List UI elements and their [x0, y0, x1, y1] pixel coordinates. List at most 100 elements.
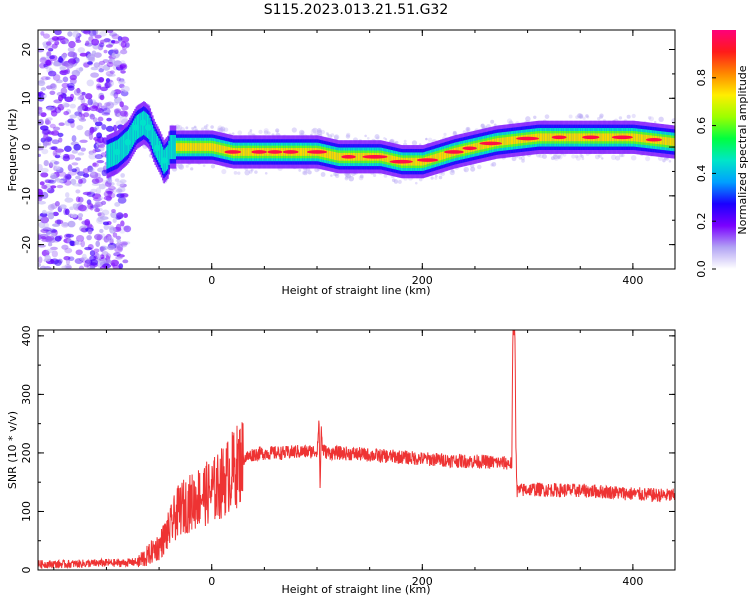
spectrogram-halo-cell: [346, 132, 351, 138]
spectrogram-noise-cell: [49, 90, 56, 96]
spectrogram-ridge-cell: [500, 137, 503, 146]
spectrogram-noise-cell: [61, 265, 71, 269]
spectrogram-halo-cell: [217, 127, 222, 133]
spectrogram-noise-cell: [64, 197, 74, 203]
spectrogram-halo-cell: [645, 156, 651, 162]
spectrogram-frame: [37, 29, 676, 270]
spectrogram-noise-cell: [71, 135, 77, 142]
spectrogram-noise-cell: [81, 91, 86, 96]
spectrogram-halo-cell: [330, 133, 335, 137]
spectrogram-noise-cell: [75, 189, 81, 194]
spectrogram-noise-cell: [51, 250, 58, 258]
spectrogram-noise-cell: [105, 188, 114, 194]
spectrogram-noise-cell: [95, 207, 100, 212]
spectrogram-noise-cell: [115, 235, 122, 240]
spectrogram-ridge-cell: [168, 140, 171, 165]
spectrogram-ridge-cell: [186, 143, 188, 151]
spectrogram-noise-cell: [38, 142, 42, 147]
spectrogram-halo-cell: [480, 123, 484, 128]
spectrogram-halo-cell: [267, 131, 271, 135]
spectrogram-halo-cell: [419, 177, 423, 182]
spectrogram-ridge-cell: [151, 124, 154, 149]
spectrogram-noise-cell: [65, 192, 70, 198]
spectrogram-noise-cell: [97, 212, 102, 217]
spectrogram-halo-cell: [477, 164, 482, 170]
spectrogram-noise-cell: [45, 41, 52, 46]
spectrogram-halo-cell: [544, 114, 550, 119]
spectrogram-noise-cell: [115, 223, 122, 231]
spectrogram-ridge-cell: [194, 143, 197, 151]
spectrogram-halo-cell: [185, 126, 189, 130]
spectrogram-noise-cell: [114, 202, 121, 207]
spectrogram-noise-cell: [107, 178, 113, 183]
spectrogram-ridge-cell: [475, 143, 478, 151]
spectrogram-ridge-cell: [130, 125, 133, 150]
spectrogram-noise-cell: [98, 144, 106, 148]
spectrogram-ridge-cell: [508, 136, 510, 145]
spectrogram-noise-cell: [67, 256, 75, 262]
spectrogram-ridge-cell: [170, 135, 173, 160]
spectrogram-noise-cell: [96, 102, 103, 108]
spectrogram-peak-cell: [416, 158, 439, 162]
spectrogram-noise-cell: [38, 107, 43, 115]
spectrogram-peak-cell: [282, 150, 299, 154]
spectrogram-halo-cell: [325, 131, 329, 135]
spectrogram-halo-cell: [233, 171, 238, 175]
spectrogram-noise-cell: [69, 74, 77, 81]
spectrogram-halo-cell: [384, 138, 388, 141]
spectrogram-ridge-cell: [131, 122, 134, 147]
spectrogram-halo-cell: [578, 115, 582, 120]
spectrogram-noise-cell: [105, 44, 113, 48]
spectrogram-noise-cell: [50, 229, 58, 233]
spectrogram-ridge-cell: [538, 133, 541, 142]
colorbar-tick-label: 0.2: [695, 212, 708, 230]
spectrogram-noise-cell: [110, 259, 120, 267]
spectrogram-halo-cell: [202, 164, 206, 167]
spectrogram-ridge-cell: [242, 148, 245, 156]
spectrogram-ridge-cell: [206, 143, 208, 151]
spectrogram-peak-cell: [153, 144, 161, 152]
spectrogram-halo-cell: [443, 132, 447, 136]
spectrogram-noise-cell: [123, 212, 128, 218]
spectrogram-noise-cell: [45, 59, 52, 66]
spectrogram-halo-cell: [615, 155, 621, 161]
spectrogram-noise-cell: [107, 244, 116, 251]
spectrogram-ridge-cell: [204, 143, 207, 151]
spectrogram-halo-cell: [427, 137, 433, 143]
spectrogram-noise-cell: [45, 235, 55, 241]
spectrogram-ridge-cell: [169, 135, 172, 160]
spectrogram-noise-cell: [40, 55, 47, 62]
spectrogram-ridge-cell: [299, 148, 302, 156]
spectrogram-noise-cell: [83, 112, 90, 118]
spectrogram-noise-cell: [53, 152, 62, 156]
spectrogram-noise-cell: [38, 256, 43, 264]
spectrogram-noise-cell: [80, 30, 90, 34]
spectrogram-noise-cell: [59, 66, 67, 71]
spectrogram-ridge-cell: [355, 152, 358, 161]
spectrogram-noise-cell: [74, 157, 82, 161]
colorbar-label: Normalized spectral amplitude: [736, 65, 749, 234]
spectrogram-ridge-cell: [119, 137, 121, 163]
spectrogram-noise-cell: [55, 79, 63, 84]
spectrogram-halo-cell: [599, 113, 604, 118]
spectrogram-noise-cell: [78, 111, 83, 118]
spectrogram-noise-cell: [113, 252, 121, 257]
spectrogram-ridge-cell: [568, 133, 571, 142]
spectrogram-noise-cell: [74, 242, 82, 246]
spectrogram-ridge-cell: [664, 137, 667, 145]
spectrogram-ridge-cell: [514, 136, 517, 144]
spectrogram-peak-cell: [306, 150, 328, 154]
spectrogram-ridge-cell: [338, 152, 341, 161]
spectrogram-halo-cell: [250, 168, 254, 172]
spectrogram-halo-cell: [557, 154, 562, 158]
spectrogram-ridge-cell: [667, 137, 670, 146]
spectrogram-noise-cell: [65, 258, 71, 266]
x-tick-label: 200: [412, 575, 433, 588]
spectrogram-noise-cell: [80, 240, 86, 248]
spectrogram-noise-cell: [100, 152, 107, 158]
spectrogram-noise-cell: [120, 36, 130, 43]
spectrogram-noise-cell: [93, 52, 102, 58]
spectrogram-halo-cell: [178, 164, 185, 170]
spectrogram-ridge-cell: [499, 137, 502, 146]
spectrogram-noise-cell: [119, 241, 128, 246]
